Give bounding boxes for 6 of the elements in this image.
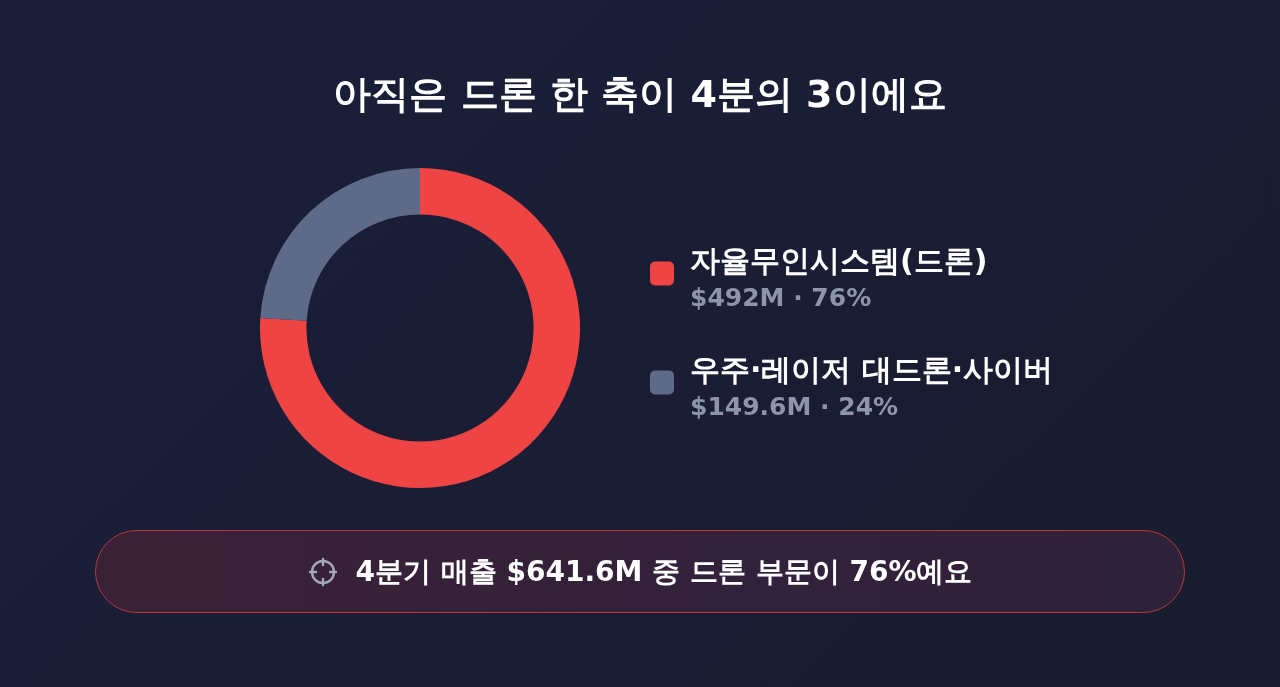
data-label: $149.6M · 24%: [690, 391, 899, 421]
text: 4분기 매출 $641.6M 중 드론 부문이 76%예요: [355, 553, 973, 590]
chart-title: 아직은 드론 한 축이 4분의 3이에요: [332, 71, 948, 118]
legend-label: 자율무인시스템(드론): [690, 242, 988, 278]
legend-label: 우주·레이저 대드론·사이버: [690, 351, 1054, 387]
data-label: $492M · 76%: [690, 282, 872, 312]
